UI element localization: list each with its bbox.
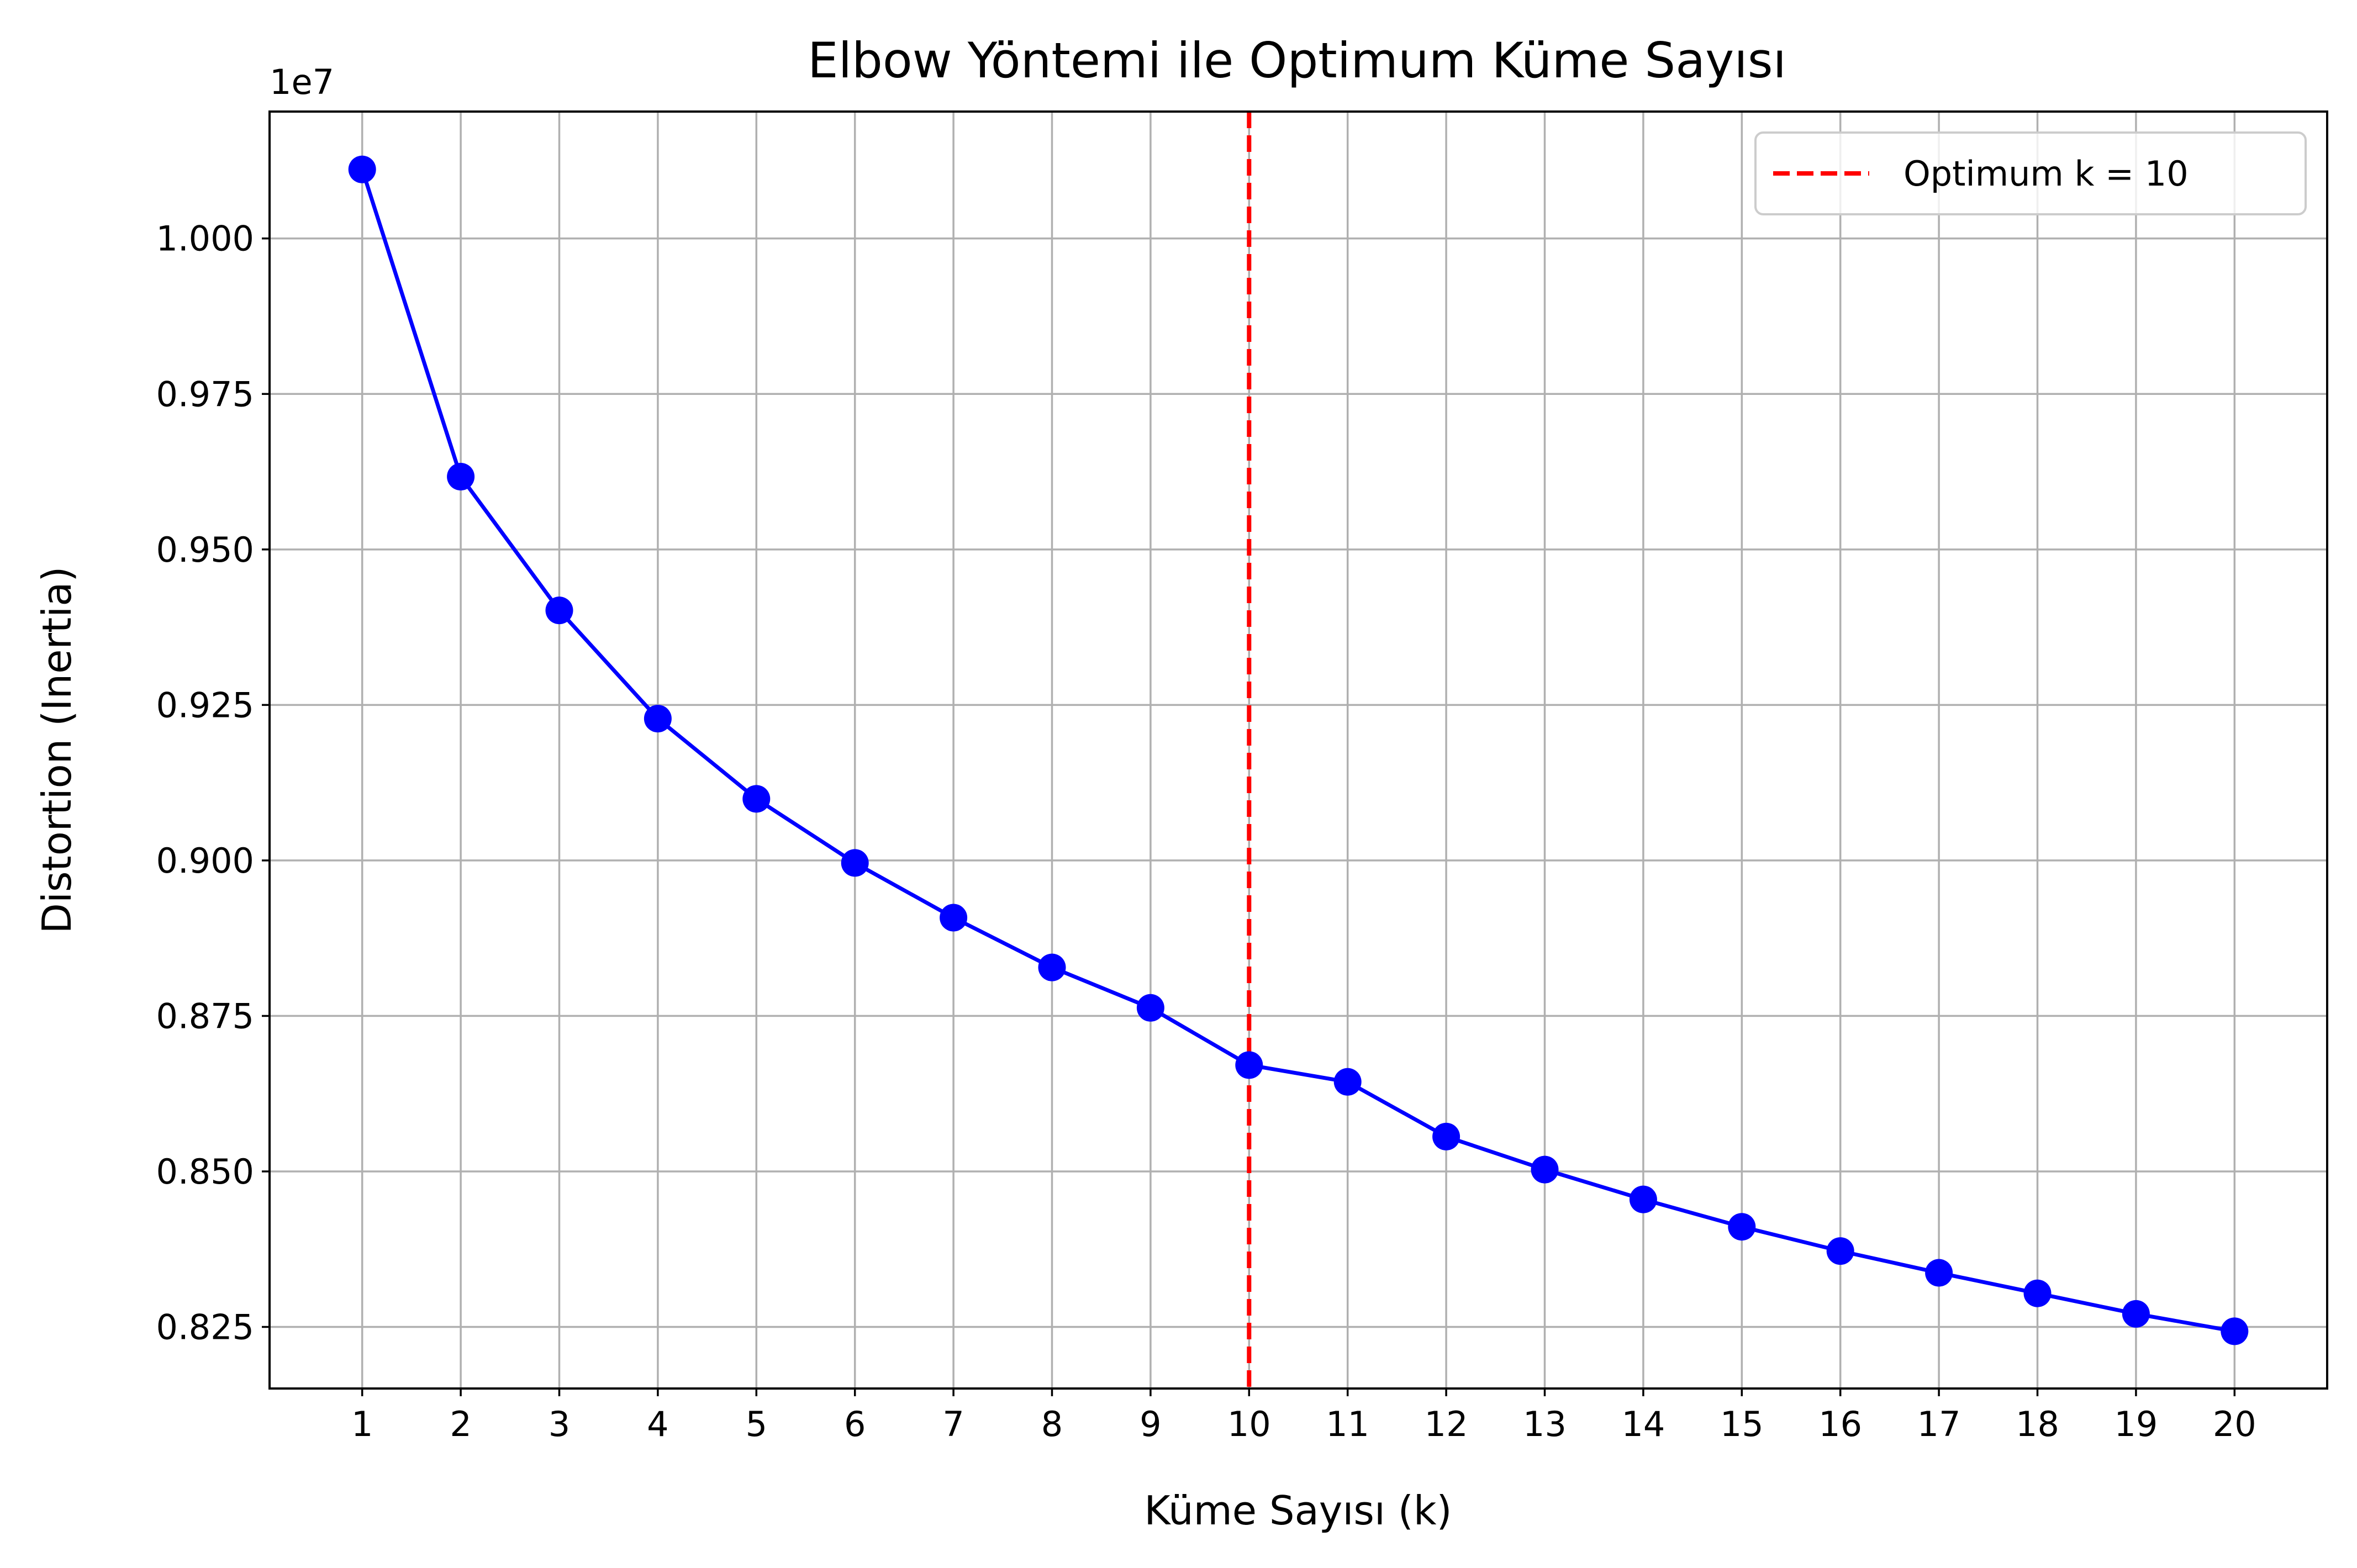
data-point [1038, 953, 1066, 981]
x-tick-label: 12 [1425, 1404, 1468, 1444]
x-tick-label: 14 [1621, 1404, 1665, 1444]
data-point [742, 785, 771, 813]
legend-box [1754, 131, 2307, 215]
x-tick-label: 20 [2213, 1404, 2256, 1444]
legend-label-optimum: Optimum k = 10 [1903, 154, 2189, 194]
data-point [940, 904, 968, 932]
x-tick-label: 3 [549, 1404, 570, 1444]
data-point [644, 705, 672, 733]
x-tick-label: 15 [1720, 1404, 1764, 1444]
y-tick-label: 0.925 [156, 685, 255, 725]
x-tick-label: 17 [1917, 1404, 1961, 1444]
x-tick-label: 2 [450, 1404, 471, 1444]
data-point [348, 155, 376, 183]
x-tick-label: 13 [1523, 1404, 1567, 1444]
x-tick-label: 1 [351, 1404, 373, 1444]
data-point [2023, 1279, 2052, 1307]
grid-lines [270, 112, 2327, 1389]
series-line [360, 168, 2235, 1333]
x-axis-ticks: 1 2 3 4 5 6 7 8 9 10 11 12 13 14 15 16 17 18 19 20 [351, 1389, 2256, 1444]
y-tick-label: 0.950 [156, 530, 255, 570]
data-point [1235, 1051, 1263, 1079]
y-axis-title: Distortion (Inertia) [34, 567, 80, 934]
data-point [545, 596, 573, 625]
data-point [1531, 1155, 1559, 1184]
y-tick-label: 1.000 [156, 219, 255, 259]
x-tick-label: 6 [844, 1404, 866, 1444]
data-point [1925, 1259, 1953, 1287]
x-tick-label: 19 [2114, 1404, 2158, 1444]
y-tick-label: 0.825 [156, 1307, 255, 1348]
data-point [1333, 1068, 1362, 1096]
data-point [1826, 1237, 1854, 1265]
data-point [1728, 1213, 1756, 1241]
data-point [1629, 1185, 1657, 1213]
x-tick-label: 4 [647, 1404, 668, 1444]
x-tick-label: 7 [942, 1404, 964, 1444]
data-point [1432, 1122, 1460, 1150]
data-point [1136, 994, 1164, 1022]
y-tick-label: 0.850 [156, 1152, 255, 1192]
x-axis-title: Küme Sayısı (k) [1144, 1487, 1452, 1534]
x-tick-label: 16 [1818, 1404, 1862, 1444]
x-tick-label: 5 [746, 1404, 767, 1444]
chart-title: Elbow Yöntemi ile Optimum Küme Sayısı [808, 32, 1786, 89]
x-tick-label: 11 [1326, 1404, 1369, 1444]
x-tick-label: 9 [1140, 1404, 1161, 1444]
y-tick-label: 0.975 [156, 374, 255, 414]
y-tick-label: 0.900 [156, 841, 255, 881]
y-axis-offset-label: 1e7 [270, 62, 334, 102]
plot-frame [268, 110, 2328, 1390]
data-point [447, 463, 475, 491]
x-tick-label: 8 [1041, 1404, 1063, 1444]
legend: Optimum k = 10 [1754, 131, 2307, 215]
data-point [2221, 1317, 2249, 1345]
y-tick-label: 0.875 [156, 996, 255, 1036]
y-axis-ticks: 0.825 0.850 0.875 0.900 0.925 0.950 0.975 1.000 [156, 219, 270, 1348]
x-tick-label: 18 [2016, 1404, 2059, 1444]
data-point [841, 849, 869, 877]
series-group [348, 155, 2249, 1345]
x-tick-label: 10 [1227, 1404, 1271, 1444]
data-point [2122, 1300, 2150, 1328]
